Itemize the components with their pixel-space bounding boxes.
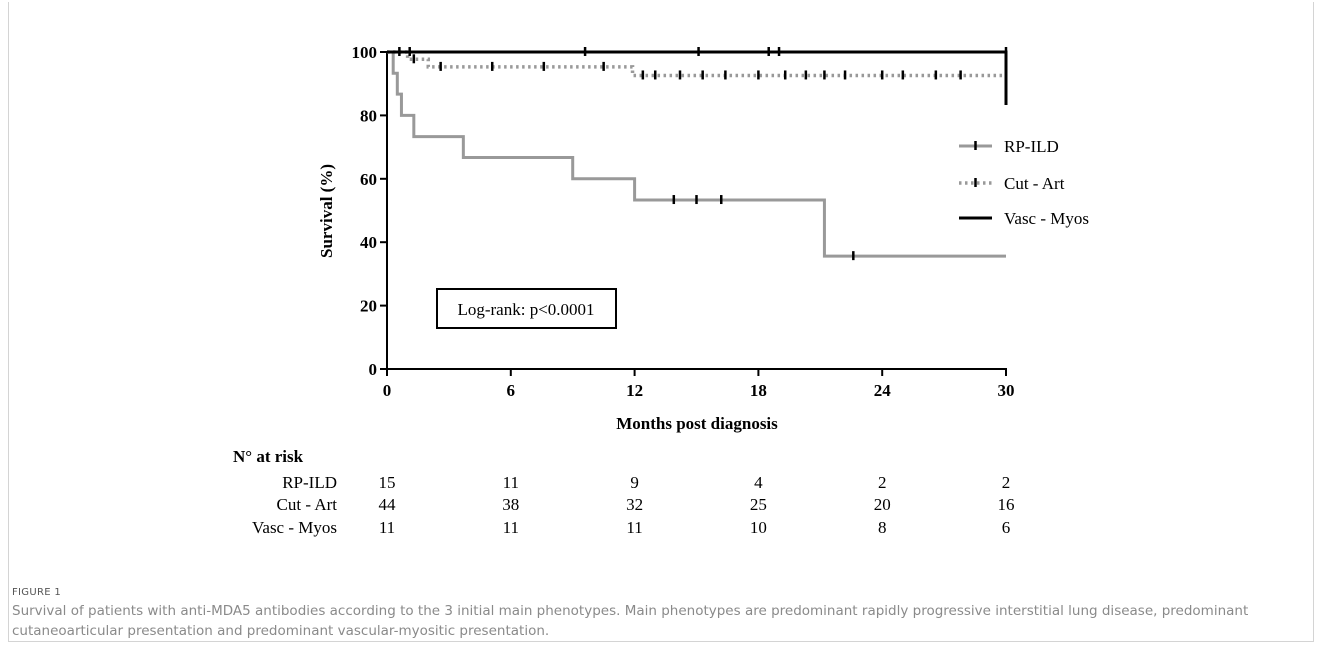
legend-label-rp-ild: RP-ILD (1004, 137, 1059, 156)
risk-count: 38 (502, 495, 519, 514)
risk-count: 44 (379, 495, 397, 514)
risk-count: 11 (503, 473, 519, 492)
figure-label: FIGURE 1 (12, 587, 61, 598)
x-tick-label: 12 (626, 381, 643, 400)
risk-count: 8 (878, 518, 887, 537)
series-line-rp-ild (387, 50, 1006, 258)
chart-axes: 0 20 40 60 80 100 0 6 12 18 24 30 (352, 43, 1015, 400)
x-tick-label: 6 (507, 381, 516, 400)
risk-count: 20 (874, 495, 891, 514)
y-tick-label: 20 (360, 297, 377, 316)
legend-label-vasc-myos: Vasc - Myos (1004, 209, 1089, 228)
risk-count: 11 (503, 518, 519, 537)
y-tick-label: 80 (360, 106, 377, 125)
chart-axis-labels: Survival (%) Months post diagnosis (317, 164, 778, 433)
annotation-box (436, 288, 617, 329)
figure-caption: Survival of patients with anti-MDA5 anti… (12, 603, 1249, 639)
risk-count: 25 (750, 495, 767, 514)
risk-row-label: Cut - Art (277, 495, 338, 514)
risk-row-label: Vasc - Myos (252, 518, 337, 537)
chart-annotation: Log-rank: p<0.0001 (436, 288, 617, 329)
x-tick-label: 30 (998, 381, 1015, 400)
risk-count: 32 (626, 495, 643, 514)
chart-series (387, 47, 1008, 261)
x-axis-label: Months post diagnosis (616, 414, 778, 433)
risk-count: 4 (754, 473, 763, 492)
y-tick-label: 40 (360, 233, 377, 252)
risk-row-label: RP-ILD (282, 473, 337, 492)
annotation-text: Log-rank: p<0.0001 (457, 300, 594, 319)
risk-count: 10 (750, 518, 767, 537)
risk-count: 16 (998, 495, 1015, 514)
risk-table: N° at risk RP-ILD 15 11 9 4 2 2 Cut - Art 44 38 32… (233, 447, 1015, 537)
y-tick-label: 60 (360, 170, 377, 189)
risk-count: 9 (630, 473, 639, 492)
y-tick-label: 100 (352, 43, 378, 62)
risk-count: 15 (379, 473, 396, 492)
x-tick-label: 0 (383, 381, 392, 400)
risk-count: 11 (626, 518, 642, 537)
risk-count: 2 (1002, 473, 1011, 492)
y-axis-label: Survival (%) (317, 164, 336, 258)
figure-frame (8, 2, 1314, 642)
legend-label-cut-art: Cut - Art (1004, 174, 1065, 193)
series-line-cut-art (387, 50, 1006, 78)
risk-count: 11 (379, 518, 395, 537)
risk-count: 2 (878, 473, 887, 492)
y-tick-label: 0 (369, 360, 378, 379)
x-tick-label: 18 (750, 381, 767, 400)
x-tick-label: 24 (874, 381, 892, 400)
chart-legend: RP-ILD Cut - Art Vasc - Myos (959, 137, 1089, 228)
risk-count: 6 (1002, 518, 1011, 537)
series-line-vasc-myos (387, 50, 1008, 105)
risk-table-header: N° at risk (233, 447, 304, 466)
